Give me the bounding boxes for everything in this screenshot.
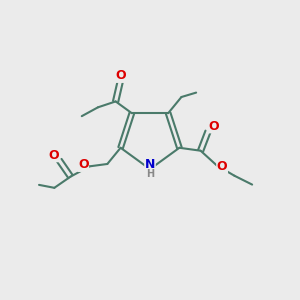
Text: N: N [145, 158, 155, 171]
Text: O: O [49, 148, 59, 162]
Text: O: O [208, 120, 219, 133]
Text: O: O [78, 158, 88, 171]
Text: H: H [146, 169, 154, 178]
Text: O: O [217, 160, 227, 173]
Text: O: O [116, 69, 126, 82]
